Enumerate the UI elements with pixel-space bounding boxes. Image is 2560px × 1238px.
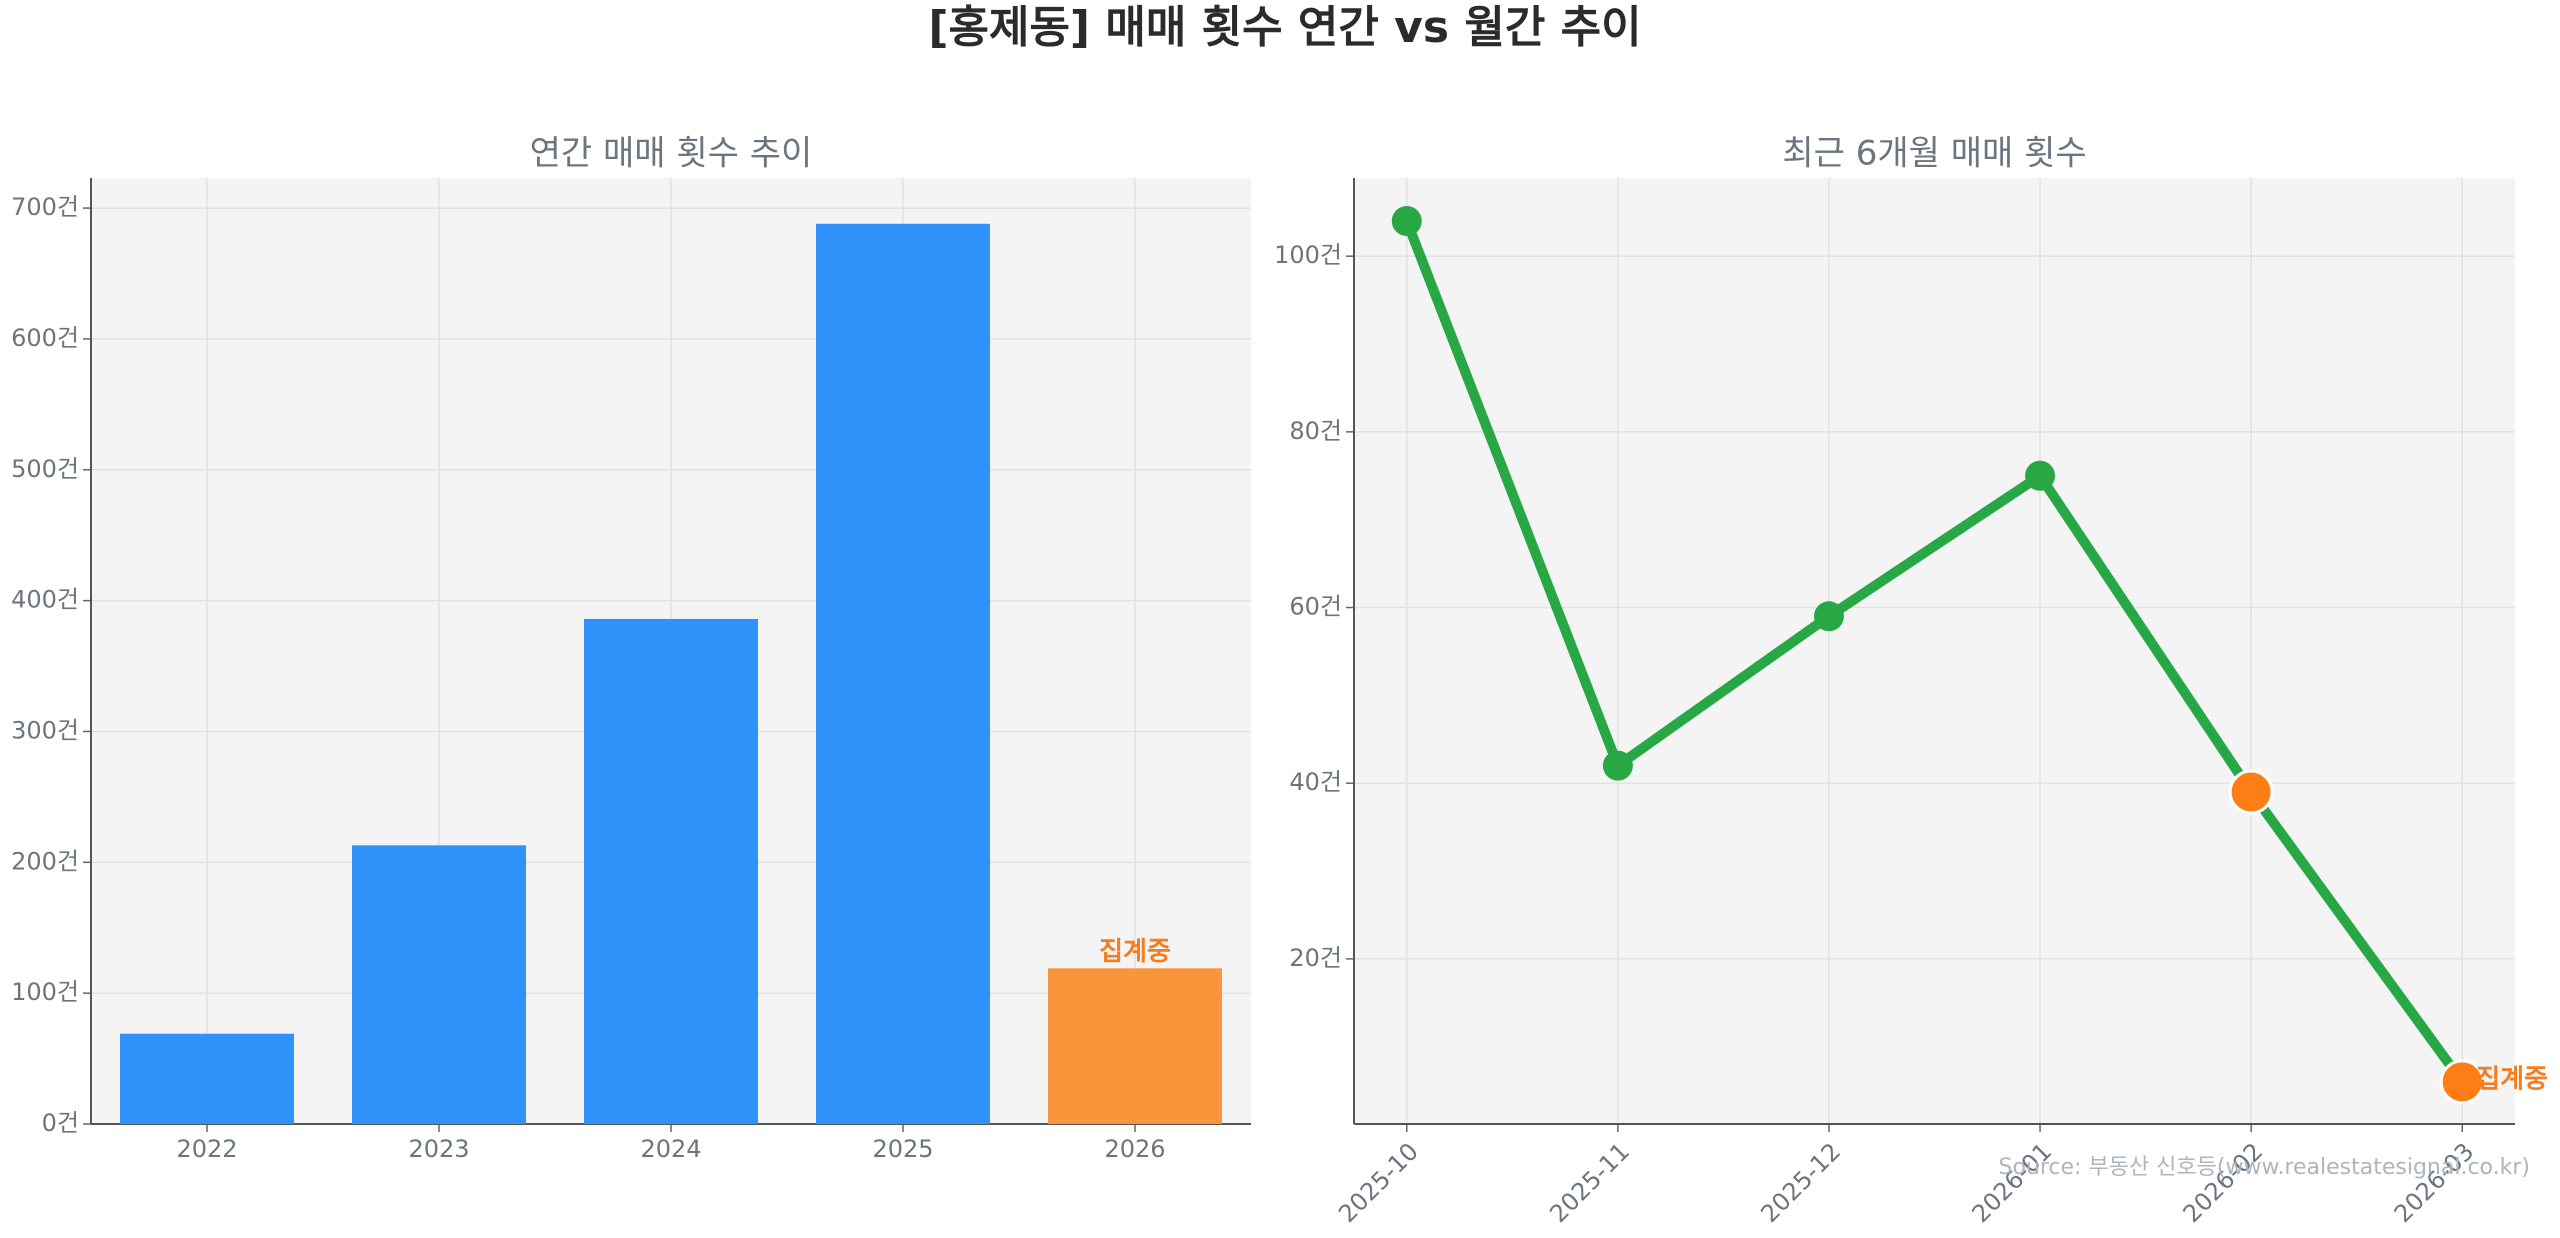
line <box>1402 219 2467 1085</box>
x-tick-label: 2023 <box>408 1135 469 1163</box>
chart-title: 연간 매매 횟수 추이 <box>530 134 813 174</box>
bar <box>584 618 758 1124</box>
point <box>2025 460 2056 491</box>
x-tick-label: 2026-03 <box>2389 1137 2480 1228</box>
y-tick-label: 500건 <box>11 455 79 483</box>
point <box>1391 206 1422 237</box>
y-tick-label: 200건 <box>11 847 79 875</box>
y-tick-label: 100건 <box>11 978 79 1006</box>
plot-area <box>1354 178 2515 1124</box>
y-tick-label: 100건 <box>1274 241 1342 269</box>
y-tick-label: 40건 <box>1289 768 1342 796</box>
y-tick-label: 300건 <box>11 716 79 744</box>
bar <box>120 1033 294 1124</box>
y-tick-label: 400건 <box>11 586 79 614</box>
x-tick-label: 2026-02 <box>2178 1137 2269 1228</box>
bar <box>1048 968 1222 1124</box>
x-tick-label: 2025-11 <box>1544 1137 1635 1228</box>
y-tick-label: 0건 <box>42 1109 79 1137</box>
y-tick-label: 80건 <box>1289 417 1342 445</box>
point <box>2228 769 2274 815</box>
y-tick-label: 20건 <box>1289 944 1342 972</box>
bar <box>352 845 526 1124</box>
y-tick-label: 60건 <box>1289 593 1342 621</box>
x-tick-label: 2025-12 <box>1755 1137 1846 1228</box>
figure-title: [홍제동] 매매 횟수 연간 vs 월간 추이 <box>928 2 1641 53</box>
x-tick-label: 2025 <box>872 1135 933 1163</box>
point <box>1602 750 1633 781</box>
source-note: Source: 부동산 신호등(www.realestatesignal.co.… <box>1999 1155 2531 1180</box>
point <box>1813 601 1844 632</box>
bar <box>816 223 990 1125</box>
annotation: 집계중 <box>1099 937 1171 967</box>
x-tick-label: 2026-01 <box>1967 1137 2058 1228</box>
y-tick-label: 600건 <box>11 324 79 352</box>
annotation: 집계중 <box>2476 1064 2548 1094</box>
x-tick-label: 2026 <box>1104 1135 1165 1163</box>
x-tick-label: 2025-10 <box>1333 1137 1424 1228</box>
x-tick-label: 2024 <box>640 1135 701 1163</box>
chart-title: 최근 6개월 매매 횟수 <box>1782 134 2086 174</box>
y-tick-label: 700건 <box>11 193 79 221</box>
point <box>2439 1059 2485 1105</box>
x-tick-label: 2022 <box>176 1135 237 1163</box>
